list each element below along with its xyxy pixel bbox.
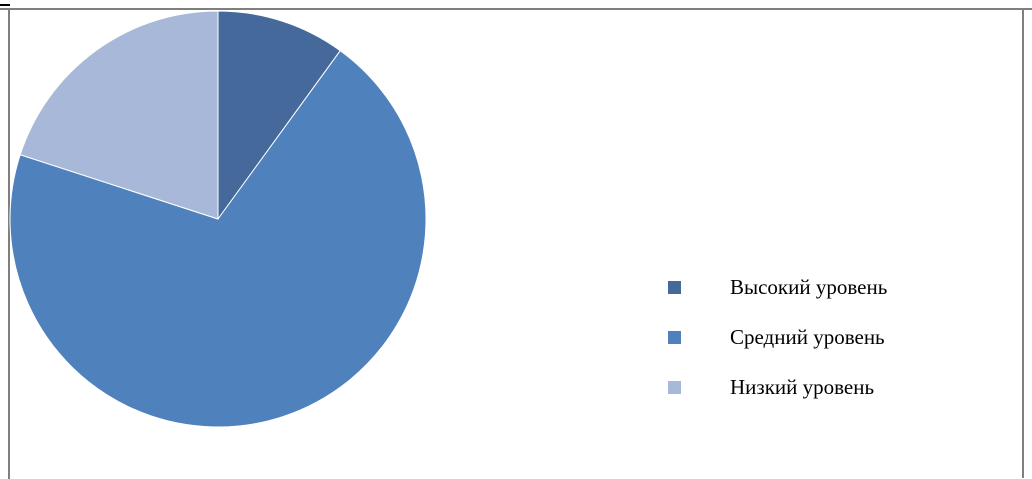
- pie-slice-low: [19, 10, 219, 220]
- chart-frame-top: [0, 8, 1032, 10]
- pie-slice-medium: [9, 50, 427, 428]
- legend-item-medium: Средний уровень: [668, 312, 887, 362]
- legend-label-low: Низкий уровень: [730, 374, 875, 399]
- legend-label-high: Высокий уровень: [730, 274, 888, 299]
- legend-swatch-low: [668, 380, 681, 394]
- legend-swatch-high: [668, 280, 681, 294]
- chart-frame-left: [8, 8, 10, 479]
- legend-label-medium: Средний уровень: [730, 324, 885, 349]
- legend-item-low: Низкий уровень: [668, 362, 887, 412]
- legend-item-high: Высокий уровень: [668, 262, 887, 312]
- frame-corner-tick: [0, 4, 10, 6]
- pie-slice-high: [217, 10, 341, 221]
- legend-swatch-medium: [668, 330, 681, 344]
- chart-frame-right: [1022, 8, 1024, 478]
- chart-legend: Высокий уровень Средний уровень Низкий у…: [668, 262, 887, 412]
